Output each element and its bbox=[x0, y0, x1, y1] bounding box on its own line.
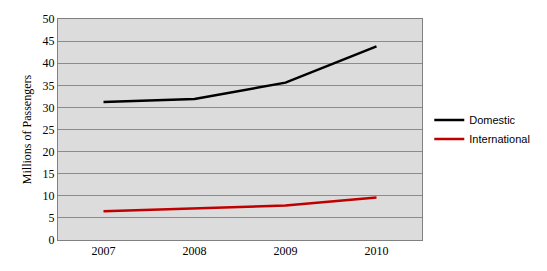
svg-text:Domestic: Domestic bbox=[469, 114, 515, 126]
svg-text:30: 30 bbox=[43, 101, 55, 115]
svg-text:10: 10 bbox=[43, 189, 55, 203]
svg-text:2007: 2007 bbox=[92, 244, 116, 258]
svg-text:5: 5 bbox=[49, 211, 55, 225]
svg-text:15: 15 bbox=[43, 167, 55, 181]
svg-text:45: 45 bbox=[43, 34, 55, 48]
svg-text:25: 25 bbox=[43, 123, 55, 137]
svg-text:40: 40 bbox=[43, 56, 55, 70]
svg-text:International: International bbox=[469, 133, 530, 145]
svg-text:20: 20 bbox=[43, 145, 55, 159]
svg-text:2010: 2010 bbox=[365, 244, 389, 258]
svg-text:Millions of Passengers: Millions of Passengers bbox=[20, 75, 34, 185]
svg-text:2009: 2009 bbox=[274, 244, 298, 258]
svg-text:0: 0 bbox=[49, 233, 55, 247]
svg-text:2008: 2008 bbox=[183, 244, 207, 258]
svg-text:50: 50 bbox=[43, 12, 55, 26]
svg-text:35: 35 bbox=[43, 79, 55, 93]
